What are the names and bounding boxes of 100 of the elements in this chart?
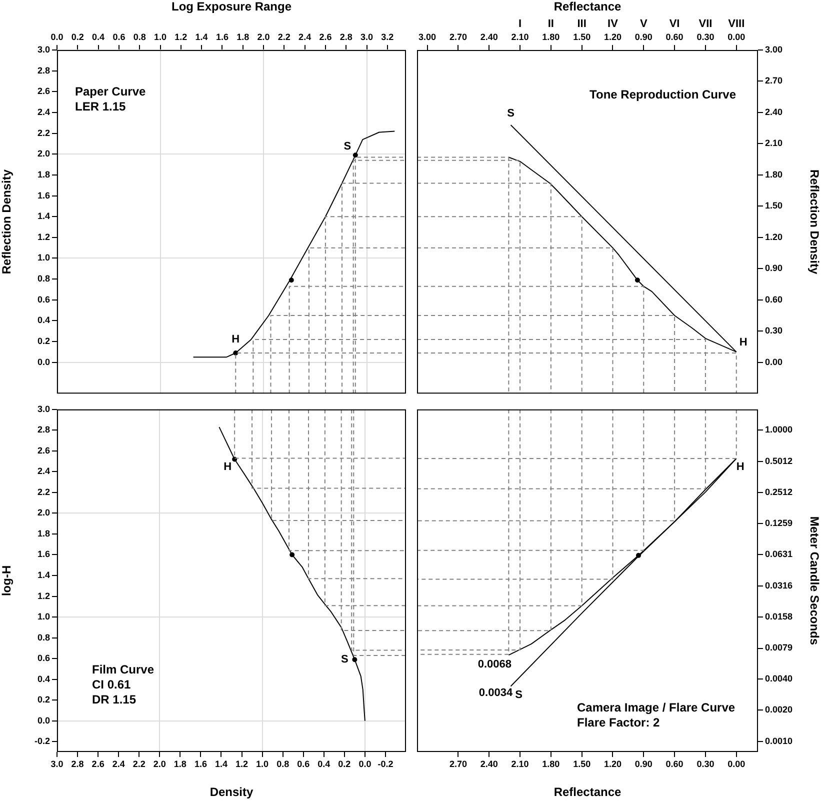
x-tick-label: 1.50 [573,32,591,42]
y-tick-label: 1.2 [37,590,50,601]
y-tick-label: 3.0 [37,404,50,414]
annotation: H [232,334,240,346]
y-tick-label: 1.20 [765,232,783,242]
y-axis-title: Meter Candle Seconds [807,516,821,646]
text: Tone Reproduction Curve [590,87,736,102]
x-tick-label: 1.2 [174,32,188,42]
y-tick-label: 1.8 [37,169,50,180]
y-tick-label: 0.6 [37,294,50,304]
x-tick-label: 0.2 [71,32,84,42]
y-tick-label: 0.60 [765,294,783,304]
y-tick-label: 0.1259 [765,518,793,528]
annotation: H [224,460,232,473]
annotation: H [736,461,744,474]
y-tick-label: 2.4 [37,106,50,117]
text: V [640,18,648,30]
x-axis-title: Density [210,785,254,800]
x-tick-label: 2.6 [319,32,332,42]
y-tick-label: 1.2 [37,232,50,242]
y-tick-label: 2.4 [37,466,50,476]
x-tick-label: 3.2 [381,32,394,42]
x-tick-label: 2.4 [112,758,125,769]
annotation: S [344,140,352,153]
x-tick-label: 0.00 [728,758,746,769]
y-tick-label: 0.2 [37,336,50,346]
x-tick-label: 2.0 [153,758,166,769]
y-tick-label: 0.4 [37,315,50,326]
y-tick-label: 2.10 [765,138,783,148]
x-tick-label: 2.10 [511,32,529,42]
text: Paper Curve [75,84,146,98]
annotation: 0.0034 [478,686,514,699]
text: VII [698,18,712,30]
y-tick-label: 1.4 [37,570,50,580]
y-tick-label: 2.70 [765,76,783,86]
text: Camera Image / Flare Curve [577,700,736,714]
x-tick-label: 1.6 [194,758,207,769]
x-tick-label: 0.8 [133,32,146,42]
x-tick-label: 1.50 [573,758,591,769]
annotation: S [507,108,514,120]
x-tick-label: 2.6 [92,758,104,769]
annotation: CI 0.61 [92,677,132,692]
y-tick-label: 0.2512 [765,486,793,497]
annotation: 0.0068 [478,658,512,671]
annotation: DR 1.15 [92,692,136,706]
x-tick-label: 1.20 [604,758,622,769]
y-tick-label: 0.0631 [765,549,793,560]
x-tick-label: 1.80 [542,758,560,769]
x-tick-label: 0.0 [50,32,64,42]
x-tick-label: 1.8 [236,32,250,42]
x-tick-label: 0.6 [112,32,126,42]
x-tick-label: 2.40 [480,32,498,42]
x-tick-label: 1.4 [195,32,208,42]
text: Film Curve [92,662,154,676]
y-tick-label: 0.2 [37,694,50,705]
x-tick-label: 2.10 [511,758,529,769]
x-tick-label: 0.4 [318,758,330,769]
x-tick-label: 0.4 [92,32,105,42]
y-tick-label: 0.6 [37,653,50,664]
x-axis-title: Log Exposure Range [171,0,292,14]
annotation: S [515,688,522,701]
y-tick-label: 1.0000 [765,424,793,435]
y-tick-label: 2.6 [37,445,50,456]
y-tick-label: 2.40 [765,106,783,117]
x-tick-label: 0.60 [666,32,684,42]
x-tick-label: 3.0 [360,32,374,42]
x-tick-label: 0.2 [338,758,351,769]
x-tick-label: 0.8 [276,758,290,769]
x-tick-label: 0.30 [696,758,714,769]
y-tick-label: 2.0 [37,148,50,159]
y-tick-label: 0.0316 [765,580,793,590]
y-tick-label: 0.8 [37,632,50,642]
y-tick-label: 1.80 [765,169,783,180]
x-tick-label: 3.00 [418,32,436,42]
y-tick-label: 1.8 [37,528,50,538]
x-tick-label: 0.00 [728,32,746,42]
x-tick-label: 0.30 [696,32,714,42]
x-tick-label: 2.70 [449,32,467,42]
y-axis-title: log-H [0,565,14,596]
x-tick-label: 2.8 [340,32,352,42]
y-tick-label: 2.0 [37,508,50,518]
x-tick-label: 0.90 [634,32,652,42]
x-axis-title: Reflectance [554,785,622,800]
text: VIII [728,18,745,30]
y-tick-label: 0.0040 [765,673,793,684]
y-tick-label: 3.00 [765,44,783,54]
x-tick-label: 2.4 [298,32,312,42]
x-tick-label: 2.2 [278,32,290,42]
y-tick-label: 1.50 [765,200,783,211]
x-tick-label: 1.80 [542,32,560,42]
x-tick-label: 3.0 [50,758,64,769]
y-axis-title: Reflection Density [807,169,821,274]
y-tick-label: 0.90 [765,263,783,274]
text: I [518,18,522,30]
y-tick-label: -0.2 [34,736,50,746]
y-tick-label: 1.4 [37,211,50,222]
annotation: Flare Factor: 2 [577,715,660,730]
y-tick-label: 0.0079 [765,642,793,653]
y-tick-label: 1.6 [37,549,50,560]
x-tick-label: 2.2 [132,758,146,769]
